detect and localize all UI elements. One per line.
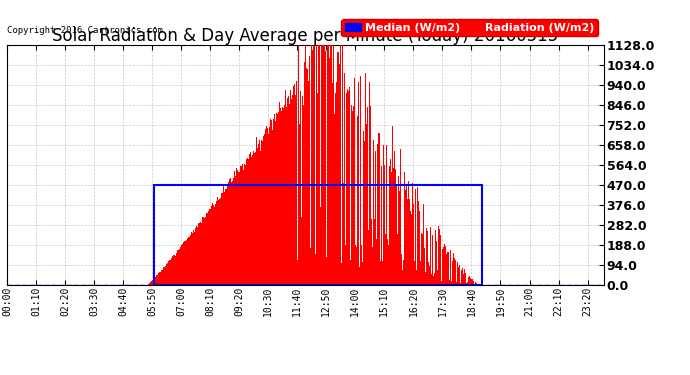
Text: Copyright 2016 Cartronics.com: Copyright 2016 Cartronics.com — [7, 26, 163, 35]
Legend: Median (W/m2), Radiation (W/m2): Median (W/m2), Radiation (W/m2) — [342, 20, 598, 36]
Title: Solar Radiation & Day Average per Minute (Today) 20160515: Solar Radiation & Day Average per Minute… — [52, 27, 558, 45]
Bar — [154, 185, 482, 285]
